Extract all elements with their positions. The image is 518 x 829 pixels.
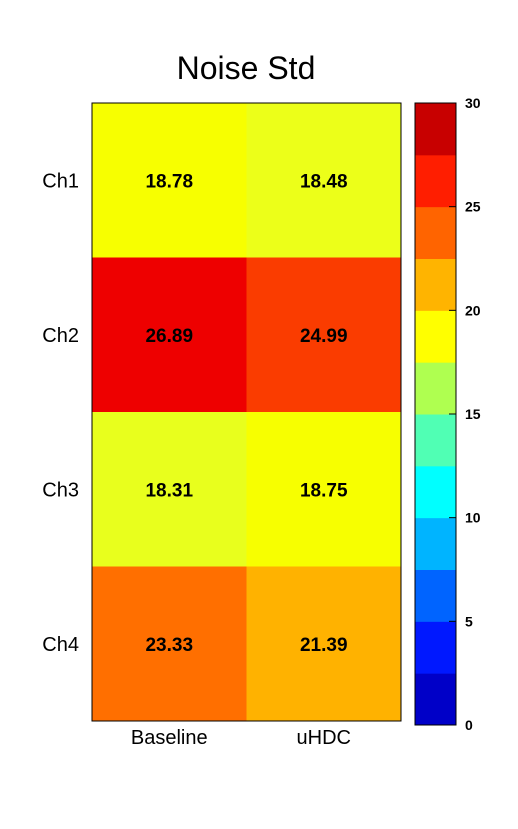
colorbar-segment <box>415 517 456 570</box>
column-label-baseline: Baseline <box>131 727 208 749</box>
cell-value-label: 18.48 <box>300 171 348 192</box>
colorbar-tick-label: 15 <box>465 406 481 422</box>
chart-title: Noise Std <box>177 50 316 86</box>
heatmap-cells: 18.78 18.48 26.89 24.99 18.31 18.75 23.33 21.39 <box>91 102 402 722</box>
row-label-ch4: Ch4 <box>42 634 79 656</box>
plot-frame <box>91 102 402 722</box>
cell-value-label: 21.39 <box>300 635 348 656</box>
cell-value-label: 24.99 <box>300 326 348 347</box>
row-label-ch1: Ch1 <box>42 170 79 192</box>
column-label-uhdc: uHDC <box>297 727 351 749</box>
cell-value-label: 18.75 <box>300 480 348 501</box>
colorbar-tick-label: 5 <box>465 613 473 629</box>
heatmap-cell-ch3-uhdc <box>246 412 401 567</box>
colorbar-segment <box>415 154 456 208</box>
heatmap-cell-ch1-uhdc <box>246 103 401 258</box>
colorbar-segment <box>415 465 456 519</box>
row-label-ch3: Ch3 <box>42 479 79 501</box>
colorbar-segment <box>415 103 456 156</box>
colorbar-segment <box>415 673 456 726</box>
row-label-ch2: Ch2 <box>42 325 79 347</box>
heatmap-cell-ch2-uhdc <box>246 257 401 412</box>
colorbar-tick-label: 0 <box>465 717 473 733</box>
colorbar-segment <box>415 310 456 363</box>
cell-value-label: 26.89 <box>145 326 193 347</box>
cell-value-label: 18.78 <box>145 171 193 192</box>
axis-labels: Ch1 Ch2 Ch3 Ch4 Baseline uHDC <box>42 170 351 749</box>
heatmap-cell-ch2-baseline <box>92 257 247 412</box>
cell-value-label: 23.33 <box>145 635 193 656</box>
colorbar-tick-label: 25 <box>465 199 481 215</box>
colorbar-tick-label: 30 <box>465 95 481 111</box>
colorbar-segment <box>415 414 456 467</box>
heatmap-cell-ch4-uhdc <box>246 566 401 721</box>
colorbar-segment <box>415 258 456 311</box>
colorbar-tick-label: 20 <box>465 302 481 318</box>
cell-value-label: 18.31 <box>145 480 193 501</box>
heatmap-cell-ch1-baseline <box>92 103 247 258</box>
colorbar-segment <box>415 569 456 622</box>
colorbar-tick-label: 10 <box>465 510 481 526</box>
colorbar: 0 5 10 15 20 25 30 <box>414 95 481 733</box>
colorbar-segment <box>415 206 456 259</box>
heatmap-cell-ch4-baseline <box>92 566 247 721</box>
colorbar-segment <box>415 621 456 674</box>
colorbar-segment <box>415 362 456 415</box>
heatmap-cell-ch3-baseline <box>92 412 247 567</box>
